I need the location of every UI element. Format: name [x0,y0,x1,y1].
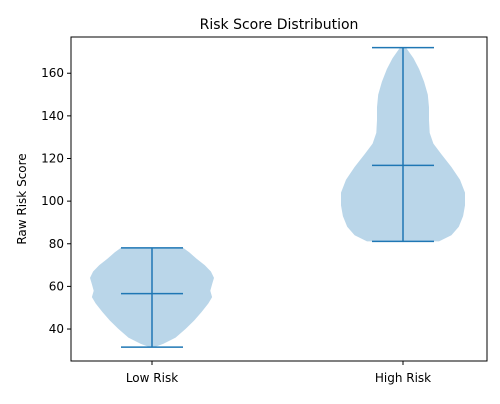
y-tick-label-80: 80 [49,237,64,251]
y-axis-label: Raw Risk Score [15,153,29,244]
y-tick-label-60: 60 [49,279,64,293]
y-tick-label-40: 40 [49,322,64,336]
y-tick-label-120: 120 [41,152,64,166]
y-tick-label-160: 160 [41,66,64,80]
y-axis: 40 60 80 100 120 140 160 [41,66,71,336]
violin-stat-lines [121,46,434,348]
x-axis: Low Risk High Risk [126,361,431,385]
y-tick-label-100: 100 [41,194,64,208]
chart-title: Risk Score Distribution [200,17,359,33]
plot-frame [70,36,488,362]
x-tick-label-high-risk: High Risk [375,371,431,385]
violin-bodies [90,47,465,348]
x-tick-label-low-risk: Low Risk [126,371,178,385]
y-tick-label-140: 140 [41,109,64,123]
